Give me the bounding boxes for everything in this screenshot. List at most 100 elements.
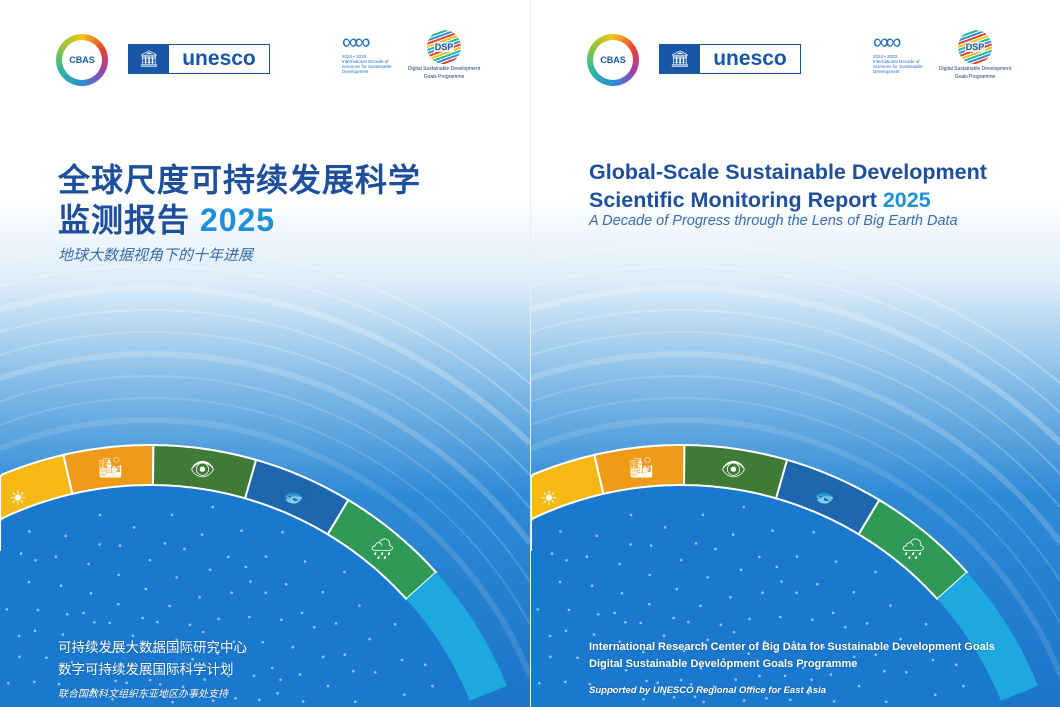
globe-dot: [33, 680, 36, 684]
cbas-logo: CBAS: [56, 34, 108, 86]
globe-dot: [243, 650, 247, 653]
decorative-arc: [531, 375, 1060, 582]
decorative-arc: [0, 308, 530, 476]
globe-dot: [801, 666, 805, 670]
logo-bar: CBAS 🏛 unesco ∞∞ 2024 • 2033 International …: [56, 30, 490, 90]
globe-dot: [789, 698, 792, 702]
globe-dot: [343, 653, 347, 656]
globe-dot: [962, 684, 965, 688]
globe-dot: [249, 580, 252, 583]
decorative-arc: [531, 397, 1060, 625]
decorative-arc: [0, 416, 530, 678]
globe-dot: [734, 678, 737, 681]
cover-artwork: ☀ 🏙 👁 🐟 🌧: [531, 242, 1060, 707]
globe-dot: [550, 552, 554, 555]
cloud-rain-icon: 🌧: [370, 538, 395, 560]
globe-dot: [168, 666, 172, 670]
globe-dot: [175, 576, 178, 579]
support-line: Supported by UNESCO Regional Office for …: [589, 685, 827, 696]
globe-dot: [629, 543, 632, 546]
globe-dot: [188, 623, 192, 627]
globe-dot: [211, 505, 215, 509]
dsp-text: Digital Sustainable Development: [407, 66, 481, 72]
globe-dot: [648, 573, 651, 577]
globe-dot: [548, 634, 552, 638]
globe-dot: [565, 559, 568, 562]
globe-dot: [874, 570, 877, 574]
globe-dot: [181, 685, 185, 689]
globe-dot: [227, 674, 230, 678]
globe-dot: [183, 547, 186, 551]
decorative-arc: [531, 242, 1060, 385]
globe-dot: [114, 679, 117, 683]
globe-dot: [844, 625, 847, 629]
globe-dot: [645, 679, 648, 683]
globe-dot: [624, 621, 627, 624]
globe-dot: [747, 652, 750, 655]
globe-dot: [18, 655, 21, 658]
globe-dot: [536, 608, 540, 611]
globe-dot: [763, 640, 767, 644]
globe-dot: [622, 687, 626, 691]
cover-english: ☀ 🏙 👁 🐟 🌧 CBAS 🏛 unesco ∞∞ 2024 • 2033 Internat…: [530, 0, 1060, 707]
globe-dot: [17, 634, 21, 638]
globe-dot: [313, 625, 316, 629]
decorative-arc: [0, 265, 530, 414]
globe-dot: [158, 683, 162, 686]
title-line-2: 监测报告 2025: [58, 200, 421, 240]
globe-dot: [280, 618, 283, 621]
globe-dot: [108, 621, 111, 625]
globe-dot: [132, 692, 135, 696]
decorative-arc: [531, 308, 1060, 476]
title-line-1: Global-Scale Sustainable Development: [589, 160, 987, 184]
globe-dot: [883, 669, 886, 673]
globe-dot: [144, 587, 148, 591]
globe-dot: [156, 620, 159, 624]
report-title: Global-Scale Sustainable Development Scie…: [589, 158, 987, 214]
globe-dot: [234, 697, 237, 700]
cover-chinese: ☀ 🏙 👁 🐟 🌧 CBAS 🏛 unesco ∞∞ 2024 • 2033 Internat…: [0, 0, 530, 707]
globe-dot: [240, 529, 243, 532]
globe-dot: [59, 584, 63, 587]
globe-dot: [701, 513, 705, 517]
decorative-arc: [531, 331, 1060, 509]
globe-dot: [168, 604, 171, 608]
globe-dot: [874, 653, 877, 656]
report-subtitle: A Decade of Progress through the Lens of…: [589, 213, 958, 229]
globe-dot: [795, 555, 799, 558]
globe-dot: [831, 611, 835, 615]
globe-dot: [191, 657, 194, 661]
decorative-arc: [531, 265, 1060, 414]
globe-dot: [393, 623, 397, 626]
globe-dot: [57, 682, 61, 686]
decade-mark-icon: ∞∞: [342, 29, 370, 54]
globe-dot: [729, 595, 732, 599]
globe-dot: [934, 693, 937, 697]
globe-dot: [403, 693, 406, 697]
globe-dot: [811, 618, 814, 621]
globe-dot: [198, 595, 201, 599]
temple-icon: 🏛: [660, 45, 700, 73]
globe-dot: [792, 641, 796, 644]
decorative-arc: [531, 416, 1060, 678]
globe-dot: [162, 695, 166, 698]
globe-dot: [739, 568, 743, 572]
globe-dot: [682, 649, 686, 653]
globe-dot: [662, 663, 665, 667]
globe-dot: [45, 656, 48, 659]
org-line-2: Digital Sustainable Development Goals Pr…: [589, 658, 858, 670]
globe-dot: [110, 650, 114, 654]
globe-dot: [641, 650, 645, 654]
globe-dot: [141, 695, 145, 699]
globe-dot: [200, 533, 204, 536]
globe-dot: [264, 555, 268, 558]
globe-dot: [89, 591, 93, 595]
report-year: 2025: [199, 202, 276, 238]
globe-dot: [852, 590, 856, 594]
globe-dot: [270, 666, 274, 670]
temple-icon: 🏛: [129, 45, 169, 73]
globe-dot: [618, 562, 621, 566]
title-line-1: 全球尺度可持续发展科学: [58, 162, 422, 198]
unesco-logo-text: unesco: [713, 47, 787, 70]
globe-dot: [549, 655, 552, 658]
